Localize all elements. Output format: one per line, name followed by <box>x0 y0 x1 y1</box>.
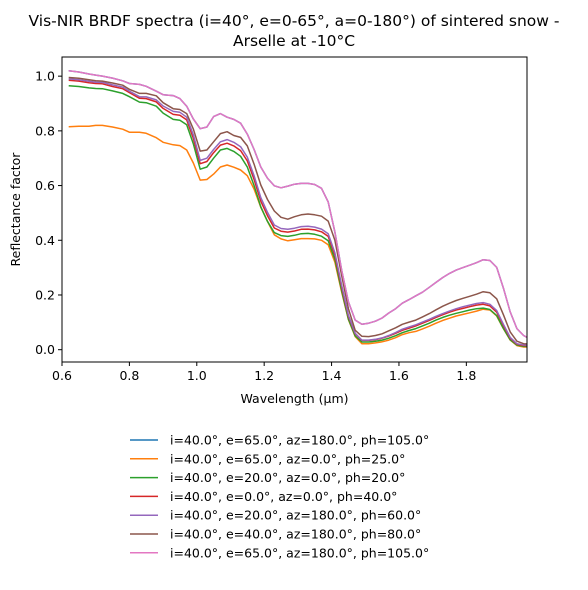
series-line-4 <box>68 79 527 347</box>
x-axis-label: Wavelength (μm) <box>240 391 348 406</box>
legend-label-5: i=40.0°, e=20.0°, az=180.0°, ph=60.0° <box>170 508 421 523</box>
x-tick-label: 1.0 <box>187 368 207 383</box>
series-line-5 <box>68 78 527 346</box>
y-axis-ticks: 0.0 0.2 0.4 0.6 0.8 1.0 <box>35 69 62 357</box>
y-tick-label: 0.6 <box>35 178 55 193</box>
y-tick-label: 0.2 <box>35 287 55 302</box>
legend-label-6: i=40.0°, e=40.0°, az=180.0°, ph=80.0° <box>170 527 421 542</box>
x-tick-label: 1.6 <box>389 368 409 383</box>
series-line-1 <box>68 69 528 339</box>
x-tick-label: 1.4 <box>322 368 342 383</box>
y-tick-label: 1.0 <box>35 69 55 84</box>
legend-label-3: i=40.0°, e=20.0°, az=0.0°, ph=20.0° <box>170 470 405 485</box>
series-line-3 <box>68 84 527 348</box>
x-axis-ticks: 0.6 0.8 1.0 1.2 1.4 1.6 1.8 <box>52 362 476 383</box>
legend-label-1: i=40.0°, e=65.0°, az=180.0°, ph=105.0° <box>170 433 429 448</box>
series-layer <box>68 69 528 348</box>
y-tick-label: 0.4 <box>35 233 55 248</box>
series-line-2 <box>68 124 527 348</box>
x-tick-label: 0.6 <box>52 368 72 383</box>
legend-label-4: i=40.0°, e=0.0°, az=0.0°, ph=40.0° <box>170 489 397 504</box>
x-tick-label: 1.8 <box>456 368 476 383</box>
plot-frame <box>61 56 528 363</box>
x-tick-label: 0.8 <box>119 368 139 383</box>
x-tick-label: 1.2 <box>254 368 274 383</box>
chart-title-line-2: Arselle at -10°C <box>233 32 355 50</box>
legend-label-7: i=40.0°, e=65.0°, az=180.0°, ph=105.0° <box>170 545 429 560</box>
series-line-7 <box>68 69 528 339</box>
series-line-6 <box>68 76 528 345</box>
y-tick-label: 0.8 <box>35 123 55 138</box>
legend-label-2: i=40.0°, e=65.0°, az=0.0°, ph=25.0° <box>170 451 405 466</box>
legend: i=40.0°, e=65.0°, az=180.0°, ph=105.0° i=… <box>130 433 429 560</box>
y-tick-label: 0.0 <box>35 342 55 357</box>
chart-title-line-1: Vis-NIR BRDF spectra (i=40°, e=0-65°, a=… <box>29 12 560 30</box>
y-axis-label: Reflectance factor <box>8 152 23 267</box>
